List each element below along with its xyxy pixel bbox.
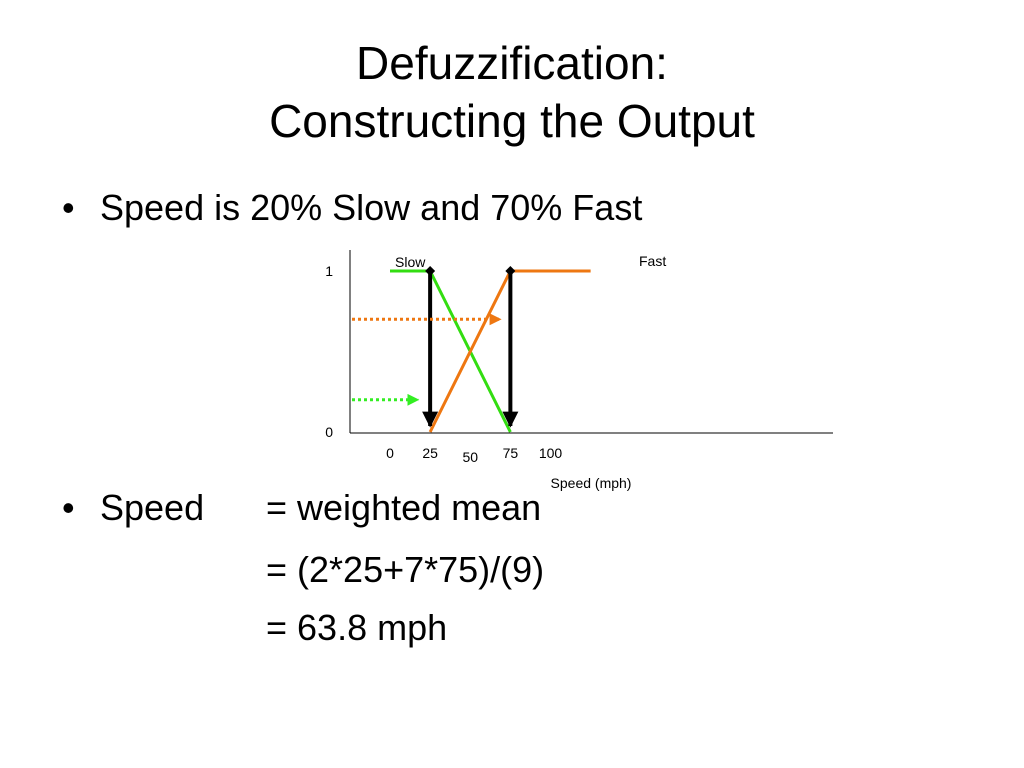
bullet-dot: •: [62, 187, 75, 228]
y-tick-label: 1: [325, 263, 333, 279]
slide-title: Defuzzification: Constructing the Output: [0, 34, 1024, 150]
chart-labels: 0 25 50 75 100 0 1 Speed (mph) Slow Fast: [325, 253, 666, 491]
title-line-1: Defuzzification:: [356, 37, 668, 89]
equation-line-3: = 63.8 mph: [266, 607, 448, 648]
bullet-text: Speed is 20% Slow and 70% Fast: [100, 187, 643, 228]
chart-axes: [349, 250, 833, 434]
series-label-fast: Fast: [639, 253, 666, 269]
title-line-2: Constructing the Output: [269, 95, 755, 147]
equation-line-2: = (2*25+7*75)/(9): [266, 549, 545, 590]
x-tick-label: 0: [386, 445, 394, 461]
x-axis-label: Speed (mph): [551, 475, 632, 491]
x-tick-label: 50: [462, 449, 478, 465]
equation-line-1: = weighted mean: [266, 487, 542, 528]
speed-label: Speed: [100, 487, 205, 528]
chart-marks: [352, 266, 591, 433]
y-tick-label: 0: [325, 424, 333, 440]
x-tick-label: 100: [539, 445, 563, 461]
x-tick-label: 25: [422, 445, 438, 461]
bullet-speed-membership: • Speed is 20% Slow and 70% Fast: [62, 186, 643, 230]
bullet-speed-equation: • Speed: [62, 486, 205, 530]
series-slow-line: [390, 269, 512, 433]
bullet-dot: •: [62, 487, 75, 528]
x-tick-label: 75: [503, 445, 519, 461]
peak-marker-25: [425, 266, 436, 276]
series-label-slow: Slow: [395, 254, 426, 270]
peak-marker-75: [505, 266, 516, 276]
